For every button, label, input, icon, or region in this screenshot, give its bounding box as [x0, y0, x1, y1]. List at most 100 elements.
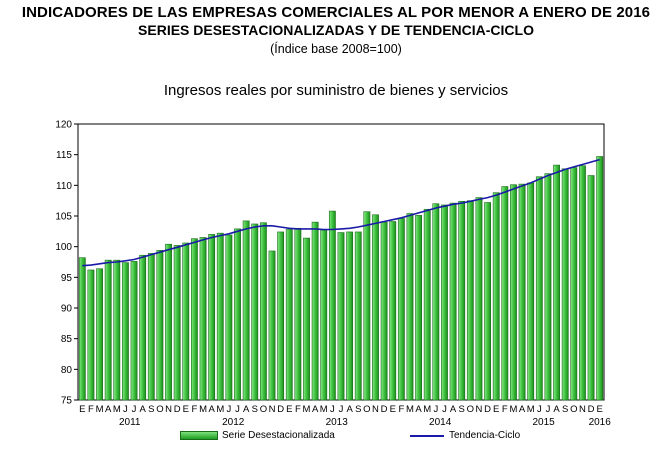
bar — [216, 232, 224, 401]
bar — [432, 203, 440, 401]
x-tick-label: N — [579, 404, 586, 415]
bar — [165, 243, 172, 401]
x-tick-label: O — [570, 404, 577, 415]
x-tick-label: E — [79, 404, 85, 415]
year-label: 2012 — [222, 417, 245, 428]
trend-line — [82, 158, 600, 267]
x-tick-label: M — [320, 404, 328, 415]
x-tick-label: O — [467, 404, 474, 415]
bar — [78, 257, 86, 401]
bar — [484, 202, 491, 401]
bar — [544, 173, 552, 401]
bar-series — [78, 156, 604, 401]
bar — [492, 192, 500, 401]
y-tick-label: 120 — [55, 120, 72, 131]
x-tick-label: F — [502, 404, 508, 415]
x-tick-label: A — [105, 404, 112, 415]
legend-item-bars: Serie Desestacionalizada — [180, 430, 335, 441]
bar — [354, 231, 362, 401]
x-tick-label: S — [562, 404, 568, 415]
bar — [199, 237, 207, 401]
x-tick-label: D — [277, 404, 284, 415]
bar — [337, 232, 345, 401]
bar — [277, 231, 285, 401]
x-tick-label: A — [519, 404, 526, 415]
bar — [113, 259, 121, 401]
y-tick-label: 100 — [55, 242, 72, 253]
legend-line-label: Tendencia-Ciclo — [449, 430, 521, 441]
x-tick-label: E — [597, 404, 603, 415]
x-tick-label: E — [183, 404, 189, 415]
bar — [139, 254, 147, 401]
x-tick-label: N — [269, 404, 276, 415]
bar — [423, 208, 431, 401]
x-tick-label: J — [339, 404, 344, 415]
bar — [475, 197, 483, 401]
x-tick-label: M — [199, 404, 207, 415]
x-tick-label: A — [450, 404, 457, 415]
bar — [173, 245, 181, 401]
bar — [587, 175, 595, 401]
legend-bar-swatch — [180, 431, 218, 440]
bar — [268, 250, 276, 401]
x-tick-label: F — [398, 404, 404, 415]
x-tick-label: N — [476, 404, 483, 415]
year-label: 2016 — [589, 417, 612, 428]
x-tick-label: M — [96, 404, 104, 415]
bar — [346, 231, 354, 401]
year-label: 2015 — [533, 417, 556, 428]
bar — [510, 184, 517, 401]
x-tick-label: A — [312, 404, 319, 415]
x-tick-label: M — [216, 404, 224, 415]
x-tick-label: J — [433, 404, 438, 415]
x-tick-label: M — [423, 404, 431, 415]
x-tick-label: S — [252, 404, 258, 415]
y-tick-label: 110 — [56, 181, 72, 192]
x-tick-label: J — [546, 404, 551, 415]
x-tick-label: N — [165, 404, 172, 415]
y-tick-label: 75 — [61, 396, 73, 407]
bar — [320, 229, 328, 401]
y-tick-label: 115 — [56, 150, 72, 161]
bar — [458, 200, 466, 401]
bar — [259, 222, 267, 401]
x-tick-label: A — [243, 404, 250, 415]
bar — [285, 229, 293, 401]
report-subtitle: SERIES DESESTACIONALIZADAS Y DE TENDENCI… — [138, 22, 534, 38]
bar — [303, 237, 310, 401]
x-tick-label: A — [415, 404, 422, 415]
legend-bar-label: Serie Desestacionalizada — [222, 430, 335, 441]
bar — [501, 186, 509, 401]
bar — [570, 167, 578, 401]
bar — [251, 223, 259, 401]
x-tick-label: A — [140, 404, 147, 415]
x-tick-label: F — [192, 404, 198, 415]
bar — [415, 215, 423, 401]
bar — [122, 262, 129, 401]
bar — [294, 227, 302, 401]
y-axis: 75 80 85 90 95 100 105 110 115 120 — [55, 120, 78, 407]
x-tick-label: D — [174, 404, 181, 415]
y-tick-label: 95 — [61, 273, 73, 284]
bar — [441, 204, 448, 401]
bar — [372, 214, 379, 401]
x-tick-label: E — [390, 404, 396, 415]
x-tick-label: D — [588, 404, 595, 415]
x-tick-label: O — [363, 404, 370, 415]
bar — [518, 183, 526, 401]
bar — [596, 156, 604, 401]
x-tick-label: J — [227, 404, 232, 415]
x-tick-label: J — [330, 404, 335, 415]
x-tick-label: J — [442, 404, 447, 415]
year-label: 2011 — [119, 417, 141, 428]
x-tick-label: E — [493, 404, 499, 415]
bar — [182, 242, 190, 401]
x-tick-label: M — [527, 404, 535, 415]
bar — [527, 182, 535, 401]
x-tick-label: O — [260, 404, 267, 415]
bar — [535, 176, 543, 401]
x-tick-label: M — [509, 404, 517, 415]
y-tick-label: 80 — [61, 365, 73, 376]
x-tick-label: D — [381, 404, 388, 415]
x-tick-label: M — [406, 404, 414, 415]
